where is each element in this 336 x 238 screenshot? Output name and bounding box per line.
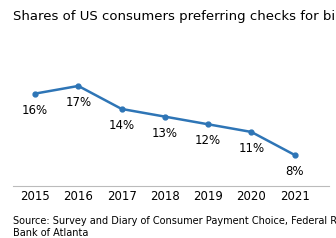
Text: 13%: 13% xyxy=(152,127,178,140)
Text: 17%: 17% xyxy=(65,96,91,109)
Text: 8%: 8% xyxy=(285,165,304,178)
Text: 14%: 14% xyxy=(109,119,135,132)
Text: Source: Survey and Diary of Consumer Payment Choice, Federal Reserve
Bank of Atl: Source: Survey and Diary of Consumer Pay… xyxy=(13,216,336,238)
Text: Shares of US consumers preferring checks for bill pay: Shares of US consumers preferring checks… xyxy=(13,10,336,23)
Text: 16%: 16% xyxy=(22,104,48,117)
Text: 11%: 11% xyxy=(238,142,264,155)
Text: 12%: 12% xyxy=(195,134,221,147)
